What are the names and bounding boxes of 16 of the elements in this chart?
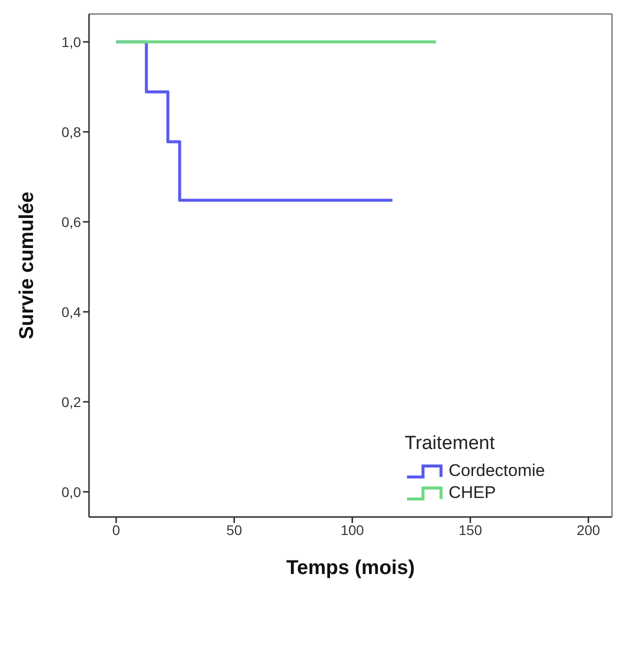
- y-tick-label: 0,2: [62, 394, 82, 410]
- legend-title: Traitement: [404, 433, 496, 455]
- y-tick-label: 0,0: [62, 484, 82, 500]
- y-tick-label: 0,8: [62, 124, 82, 140]
- x-tick-label: 100: [340, 522, 364, 538]
- y-tick-label: 0,4: [62, 304, 82, 320]
- y-tick-label: 1,0: [62, 34, 82, 50]
- x-tick-label: 0: [112, 522, 120, 538]
- x-tick-label: 50: [226, 522, 242, 538]
- y-tick-label: 0,6: [62, 214, 82, 230]
- legend-label: CHEP: [448, 483, 496, 503]
- x-tick-label: 200: [576, 522, 600, 538]
- legend-label: Cordectomie: [448, 461, 545, 481]
- y-axis-title: Survie cumulée: [16, 192, 38, 340]
- x-axis-title: Temps (mois): [286, 557, 415, 579]
- x-tick-label: 150: [458, 522, 482, 538]
